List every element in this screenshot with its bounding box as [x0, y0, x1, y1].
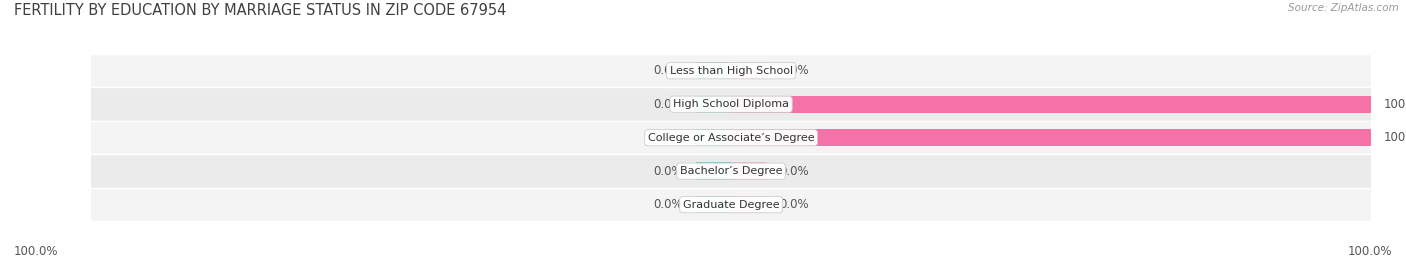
- Text: 0.0%: 0.0%: [779, 198, 808, 211]
- Text: High School Diploma: High School Diploma: [673, 99, 789, 109]
- Bar: [696, 196, 731, 213]
- Text: 0.0%: 0.0%: [654, 98, 683, 111]
- Bar: [731, 62, 766, 79]
- Text: Source: ZipAtlas.com: Source: ZipAtlas.com: [1288, 3, 1399, 13]
- Bar: [696, 96, 731, 113]
- Bar: [731, 96, 1371, 113]
- Bar: [0, 54, 1406, 87]
- Bar: [731, 129, 1371, 146]
- Text: 100.0%: 100.0%: [1384, 131, 1406, 144]
- Bar: [0, 87, 1406, 121]
- Text: 100.0%: 100.0%: [1347, 245, 1392, 258]
- Text: Less than High School: Less than High School: [669, 66, 793, 76]
- Bar: [696, 129, 731, 146]
- Text: College or Associate’s Degree: College or Associate’s Degree: [648, 133, 814, 143]
- Bar: [0, 121, 1406, 154]
- Text: 0.0%: 0.0%: [654, 198, 683, 211]
- Text: 100.0%: 100.0%: [1384, 98, 1406, 111]
- Bar: [696, 62, 731, 79]
- Bar: [731, 196, 766, 213]
- Text: 0.0%: 0.0%: [654, 64, 683, 77]
- Text: 100.0%: 100.0%: [14, 245, 59, 258]
- Text: FERTILITY BY EDUCATION BY MARRIAGE STATUS IN ZIP CODE 67954: FERTILITY BY EDUCATION BY MARRIAGE STATU…: [14, 3, 506, 18]
- Text: Graduate Degree: Graduate Degree: [683, 200, 779, 210]
- Text: 0.0%: 0.0%: [779, 165, 808, 178]
- Bar: [696, 163, 731, 180]
- Text: Bachelor’s Degree: Bachelor’s Degree: [681, 166, 782, 176]
- Bar: [0, 154, 1406, 188]
- Text: 0.0%: 0.0%: [654, 165, 683, 178]
- Text: 0.0%: 0.0%: [779, 64, 808, 77]
- Bar: [731, 163, 766, 180]
- Text: 0.0%: 0.0%: [654, 131, 683, 144]
- Bar: [0, 188, 1406, 221]
